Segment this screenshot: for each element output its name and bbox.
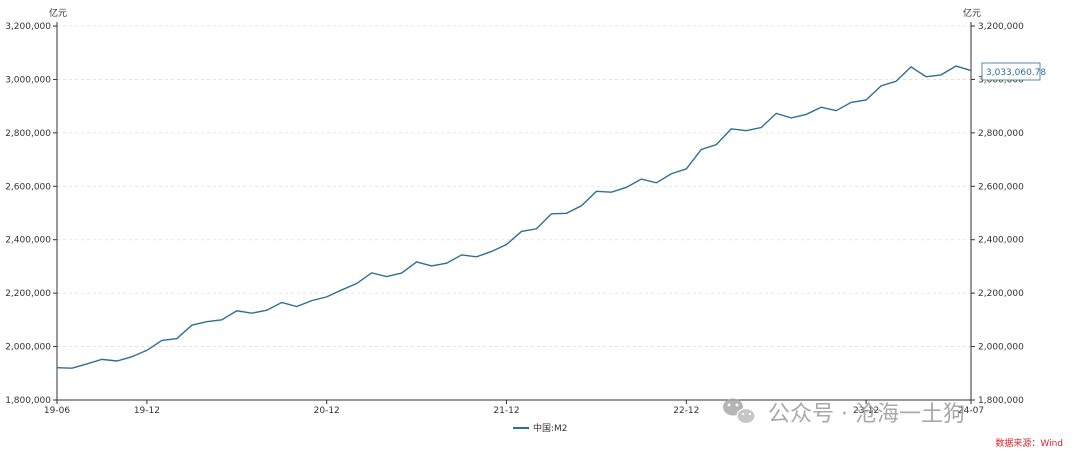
tooltip-value: 3,033,060.78 xyxy=(986,68,1046,78)
left-tick-label: 2,800,000 xyxy=(5,129,51,139)
left-tick-label: 2,400,000 xyxy=(5,236,51,246)
x-tick-label: 20-12 xyxy=(314,406,340,416)
x-axis: 19-06 19-12 20-12 21-12 22-12 23-12 24-07 xyxy=(44,399,984,416)
watermark: 公众号 · 沧海一土狗 xyxy=(723,398,965,427)
grid-lines xyxy=(57,25,971,347)
right-axis: 1,800,000 2,000,000 2,200,000 2,400,000 2,60… xyxy=(970,22,1024,406)
left-axis-unit: 亿元 xyxy=(49,7,67,19)
x-tick-label: 23-12 xyxy=(853,406,879,416)
legend-label: 中国:M2 xyxy=(533,422,568,434)
right-tick-label: 2,200,000 xyxy=(978,289,1024,299)
watermark-text: 公众号 · 沧海一土狗 xyxy=(768,402,965,427)
left-tick-label: 1,800,000 xyxy=(5,396,51,406)
right-tick-label: 1,800,000 xyxy=(978,396,1024,406)
right-tick-label: 3,000,000 xyxy=(978,75,1024,85)
left-tick-label: 3,200,000 xyxy=(5,22,51,32)
x-tick-label: 19-12 xyxy=(134,406,160,416)
left-tick-label: 2,200,000 xyxy=(5,289,51,299)
legend[interactable]: 中国:M2 xyxy=(513,422,568,434)
right-tick-label: 2,600,000 xyxy=(978,182,1024,192)
x-tick-label: 22-12 xyxy=(673,406,699,416)
value-tooltip: 3,033,060.78 xyxy=(981,62,1046,81)
left-tick-label: 3,000,000 xyxy=(5,75,51,85)
right-axis-unit: 亿元 xyxy=(963,7,981,19)
left-axis: 1,800,000 2,000,000 2,200,000 2,400,000 2,60… xyxy=(5,22,58,406)
right-tick-label: 3,200,000 xyxy=(978,22,1024,32)
right-tick-label: 2,000,000 xyxy=(978,343,1024,353)
right-tick-label: 2,800,000 xyxy=(978,129,1024,139)
right-tick-label: 2,400,000 xyxy=(978,236,1024,246)
x-tick-label: 24-07 xyxy=(958,406,984,416)
left-tick-label: 2,000,000 xyxy=(5,343,51,353)
wechat-icon xyxy=(723,398,756,425)
series-line-m2 xyxy=(56,65,972,369)
x-tick-label: 21-12 xyxy=(493,406,519,416)
x-tick-label: 19-06 xyxy=(44,406,70,416)
tooltip-box xyxy=(981,62,1041,81)
source-note: 数据来源：Wind xyxy=(995,437,1063,449)
left-tick-label: 2,600,000 xyxy=(5,182,51,192)
